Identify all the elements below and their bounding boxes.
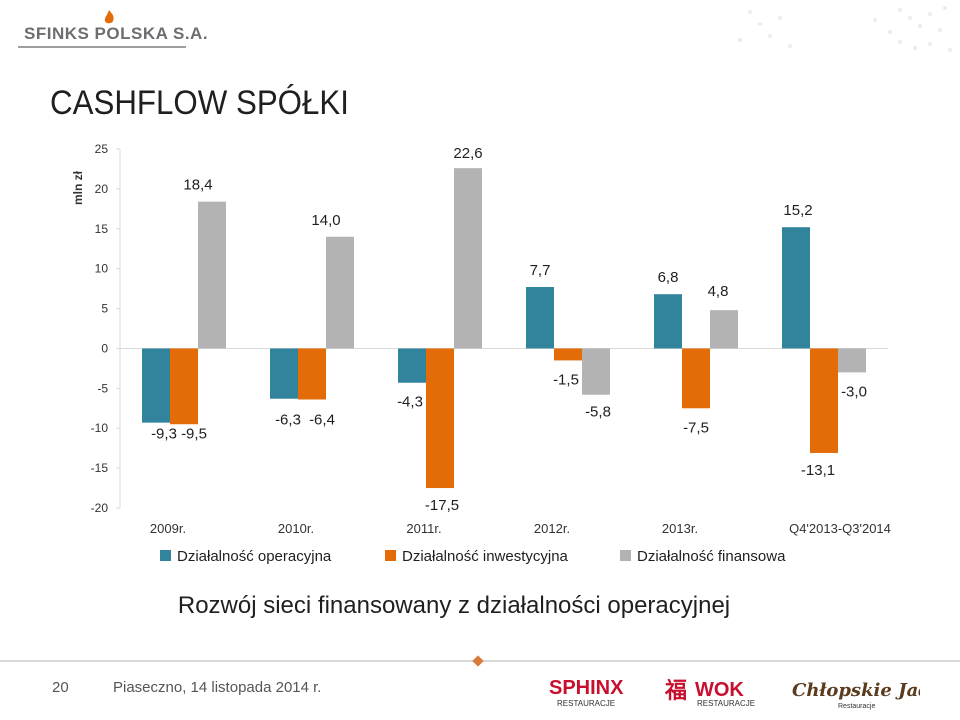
x-tick-label: 2012r.: [534, 521, 570, 536]
svg-text:SPHINX: SPHINX: [549, 677, 624, 699]
flame-icon: [104, 10, 114, 24]
sphinx-logo: SPHINX RESTAURACJE: [549, 677, 624, 708]
legend-swatch: [160, 550, 171, 561]
data-label: 6,8: [658, 269, 679, 286]
bar: [654, 294, 682, 349]
company-name: SFINKS POLSKA S.A.: [24, 24, 209, 43]
svg-text:福: 福: [665, 679, 687, 704]
legend-label: Działalność inwestycyjna: [402, 548, 569, 565]
bar: [198, 201, 226, 349]
svg-text:Chłopskie Jadło: Chłopskie Jadło: [792, 680, 920, 701]
chart-subtitle: Rozwój sieci finansowany z działalności …: [177, 592, 731, 619]
data-label: -3,0: [841, 383, 867, 400]
legend-swatch: [385, 550, 396, 561]
header-decorative-pattern: [738, 6, 952, 52]
svg-text:Restauracje: Restauracje: [838, 703, 875, 710]
logo-underline: [18, 46, 186, 48]
y-tick-label: 0: [101, 341, 108, 355]
y-tick-label: 15: [95, 222, 109, 236]
data-label: -6,3: [275, 411, 301, 428]
y-tick-label: 25: [95, 142, 109, 156]
data-label: 22,6: [453, 145, 482, 162]
data-label: -9,5: [181, 425, 207, 442]
wok-logo: 福 WOK RESTAURACJE: [665, 679, 755, 708]
cashflow-chart: 25 20 15 10 5 0 -5 -10 -15 -20 mln zł 2009r. 2010r. 2…: [71, 142, 891, 565]
bar: [398, 348, 426, 383]
data-label: -1,5: [553, 371, 579, 388]
data-label: -7,5: [683, 419, 709, 436]
legend-label: Działalność operacyjna: [177, 548, 332, 565]
y-tick-label: 5: [101, 302, 108, 316]
x-tick-label: 2010r.: [278, 521, 314, 536]
x-tick-label: 2009r.: [150, 521, 186, 536]
bar: [142, 348, 170, 423]
data-label: 18,4: [183, 177, 212, 194]
company-logo: [14, 4, 184, 52]
bar: [782, 227, 810, 349]
bar: [326, 236, 354, 349]
footer-location-date: Piaseczno, 14 listopada 2014 r.: [113, 679, 322, 696]
y-tick-label: -5: [97, 381, 108, 395]
data-label: -6,4: [309, 411, 335, 428]
x-tick-label: Q4'2013-Q3'2014: [789, 521, 891, 536]
chlopskie-jadlo-logo: Chłopskie Jadło Restauracje: [792, 680, 920, 710]
page-title: CASHFLOW SPÓŁKI: [50, 84, 349, 122]
bar: [554, 348, 582, 361]
data-label: -9,3: [151, 425, 177, 442]
bar: [582, 348, 610, 395]
bar: [170, 348, 198, 425]
data-label: 7,7: [530, 262, 551, 279]
bar: [526, 287, 554, 349]
y-tick-label: -10: [91, 421, 109, 435]
data-label: 4,8: [708, 283, 729, 300]
bar: [270, 348, 298, 399]
data-label: -4,3: [397, 393, 423, 410]
legend-label: Działalność finansowa: [637, 548, 786, 565]
bar: [426, 348, 454, 489]
data-label: -5,8: [585, 404, 611, 421]
x-tick-label: 2011r.: [406, 521, 441, 536]
svg-text:WOK: WOK: [695, 679, 744, 701]
y-tick-label: -15: [91, 461, 109, 475]
bar: [810, 348, 838, 453]
svg-text:RESTAURACJE: RESTAURACJE: [697, 699, 755, 708]
page-number: 20: [52, 679, 69, 696]
data-label: -17,5: [425, 497, 459, 514]
header-band: SFINKS POLSKA S.A.: [0, 0, 960, 62]
y-axis-label: mln zł: [71, 170, 85, 205]
footer-diamond-icon: [472, 655, 484, 667]
bar: [298, 348, 326, 400]
legend-swatch: [620, 550, 631, 561]
data-label: 14,0: [311, 212, 340, 229]
bar: [682, 348, 710, 409]
bar: [454, 168, 482, 349]
y-tick-label: -20: [91, 501, 109, 515]
bar: [838, 348, 866, 373]
data-label: 15,2: [783, 202, 812, 219]
svg-text:RESTAURACJE: RESTAURACJE: [557, 699, 615, 708]
y-tick-label: 20: [95, 182, 109, 196]
y-tick-label: 10: [95, 262, 109, 276]
data-label: -13,1: [801, 462, 835, 479]
x-tick-label: 2013r.: [662, 521, 698, 536]
bar: [710, 310, 738, 349]
